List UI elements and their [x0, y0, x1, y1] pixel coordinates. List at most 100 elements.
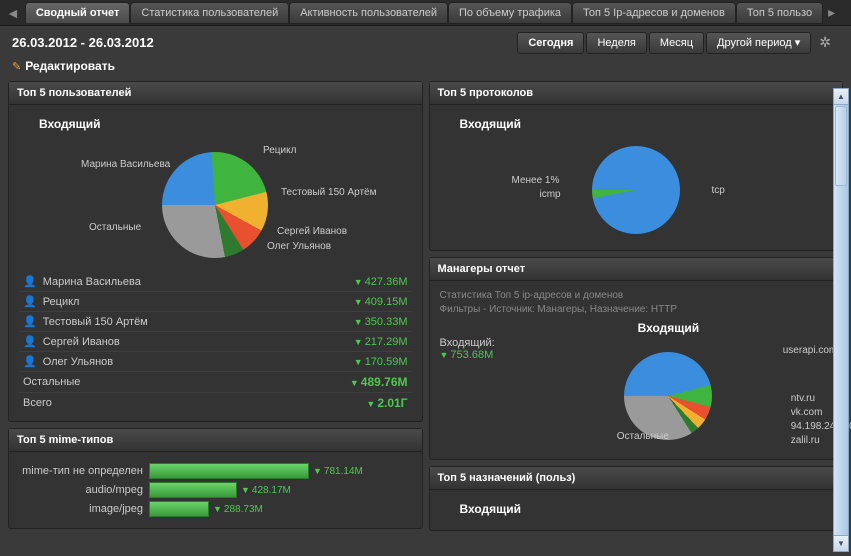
- tab-2[interactable]: Активность пользователей: [289, 2, 448, 24]
- pie-label: Олег Ульянов: [267, 241, 331, 252]
- user-value: ▼217.29М: [354, 336, 408, 348]
- user-icon: 👤: [23, 295, 37, 308]
- pie-label: Остальные: [89, 222, 141, 233]
- user-name: Тестовый 150 Артём: [43, 316, 148, 328]
- user-row[interactable]: 👤Олег Ульянов▼170.59М: [19, 352, 412, 372]
- panel-title: Манагеры отчет: [430, 258, 843, 281]
- user-name: Марина Васильева: [43, 276, 141, 288]
- pie-label: userapi.com: [783, 345, 837, 356]
- tab-3[interactable]: По объему трафика: [448, 2, 572, 24]
- period-button-3[interactable]: Другой период ▾: [706, 32, 811, 54]
- tab-1[interactable]: Статистика пользователей: [130, 2, 289, 24]
- pie-label: Тестовый 150 Артём: [281, 187, 377, 198]
- bar: [149, 463, 309, 479]
- tab-bar: ◄ Сводный отчетСтатистика пользователейА…: [0, 0, 851, 26]
- pie-label: Остальные: [617, 431, 669, 442]
- arrow-down-icon: ▼: [354, 317, 363, 327]
- bar: [149, 482, 237, 498]
- tabs-next[interactable]: ▸: [824, 4, 839, 21]
- tab-5[interactable]: Топ 5 пользо: [736, 2, 823, 24]
- tabs-prev[interactable]: ◄: [2, 5, 24, 21]
- user-value: ▼350.33М: [354, 316, 408, 328]
- left-column: Топ 5 пользователей Входящий Марина Васи…: [8, 81, 423, 551]
- pie-label: Сергей Иванов: [277, 226, 347, 237]
- tab-0[interactable]: Сводный отчет: [25, 2, 131, 23]
- user-icon: 👤: [23, 315, 37, 328]
- bar-value: ▼428.17М: [241, 485, 291, 496]
- user-icon: 👤: [23, 335, 37, 348]
- arrow-down-icon: ▼: [354, 357, 363, 367]
- user-row[interactable]: 👤 Тестовый 150 Артём ▼350.33М: [19, 312, 412, 332]
- content-area: Топ 5 пользователей Входящий Марина Васи…: [0, 81, 851, 551]
- proto-pie-wrap: tcp Менее 1% icmp: [440, 137, 833, 242]
- period-button-0[interactable]: Сегодня: [517, 32, 584, 54]
- mgr-incoming-label: Входящий:: [440, 337, 495, 349]
- user-value: ▼427.36М: [354, 276, 408, 288]
- user-icon: 👤: [23, 275, 37, 288]
- proto-pie: [592, 146, 680, 234]
- arrow-down-icon: ▼: [241, 485, 250, 495]
- summary-value: ▼489.76М: [350, 375, 408, 389]
- user-row[interactable]: 👤Сергей Иванов▼217.29М: [19, 332, 412, 352]
- panel-managers: Манагеры отчет Статистика Топ 5 ip-адрес…: [429, 257, 844, 460]
- bar-value: ▼781.14М: [313, 466, 363, 477]
- users-subhead: Входящий: [19, 113, 412, 137]
- arrow-down-icon: ▼: [354, 297, 363, 307]
- pie-label: tcp: [712, 185, 725, 196]
- tab-4[interactable]: Топ 5 Ip-адресов и доменов: [572, 2, 736, 24]
- right-column: Топ 5 протоколов Входящий tcp Менее 1% icm…: [429, 81, 844, 551]
- dest-subhead: Входящий: [440, 498, 833, 522]
- arrow-down-icon: ▼: [350, 378, 359, 388]
- bar-row: audio/mpeg ▼428.17М: [19, 482, 412, 498]
- summary-name: Остальные: [23, 376, 80, 388]
- users-pie-wrap: Марина ВасильеваРециклТестовый 150 Артём…: [19, 137, 412, 272]
- user-value: ▼409.15М: [354, 296, 408, 308]
- arrow-down-icon: ▼: [354, 277, 363, 287]
- mgr-pie-wrap: userapi.comntv.ruvk.com94.198.240.80zali…: [505, 341, 832, 451]
- user-row[interactable]: 👤 Марина Васильева ▼427.36М: [19, 272, 412, 292]
- scroll-up-icon[interactable]: ▲: [834, 89, 848, 105]
- summary-row: Всего▼2.01Г: [19, 393, 412, 413]
- pie-label: icmp: [540, 189, 561, 200]
- pie-label: vk.com: [791, 407, 823, 418]
- summary-value: ▼2.01Г: [366, 396, 407, 410]
- settings-icon[interactable]: ✲: [811, 34, 839, 51]
- user-row[interactable]: 👤 Рецикл ▼409.15М: [19, 292, 412, 312]
- users-pie: [162, 152, 268, 258]
- panel-title: Топ 5 mime-типов: [9, 429, 422, 452]
- user-name: Олег Ульянов: [43, 356, 113, 368]
- edit-row[interactable]: ✎ Редактировать: [0, 59, 851, 81]
- bar-row: mime-тип не определен ▼781.14М: [19, 463, 412, 479]
- bar-value: ▼288.73М: [213, 504, 263, 515]
- toolbar: 26.03.2012 - 26.03.2012 СегодняНеделяМес…: [0, 26, 851, 59]
- panel-title: Топ 5 протоколов: [430, 82, 843, 105]
- period-button-1[interactable]: Неделя: [586, 32, 646, 54]
- pie-label: Менее 1%: [512, 175, 560, 186]
- mgr-stats-1: Статистика Топ 5 ip-адресов и доменов: [440, 289, 833, 303]
- user-icon: 👤: [23, 355, 37, 368]
- mgr-stats-2: Фильтры - Источник: Манагеры, Назначение…: [440, 303, 833, 317]
- date-range: 26.03.2012 - 26.03.2012: [12, 35, 515, 50]
- mgr-incoming-val: 753.68М: [450, 349, 493, 361]
- arrow-down-icon: ▼: [440, 350, 449, 360]
- proto-subhead: Входящий: [440, 113, 833, 137]
- pie-label: Марина Васильева: [81, 159, 170, 170]
- bar-label: mime-тип не определен: [19, 465, 149, 477]
- bar-label: image/jpeg: [19, 503, 149, 515]
- scroll-thumb[interactable]: [835, 106, 847, 186]
- panel-title: Топ 5 пользователей: [9, 82, 422, 105]
- panel-top-users: Топ 5 пользователей Входящий Марина Васи…: [8, 81, 423, 422]
- arrow-down-icon: ▼: [354, 337, 363, 347]
- scroll-down-icon[interactable]: ▼: [834, 535, 848, 551]
- edit-label: Редактировать: [25, 59, 115, 73]
- user-name: Рецикл: [43, 296, 80, 308]
- bar-row: image/jpeg ▼288.73М: [19, 501, 412, 517]
- period-button-2[interactable]: Месяц: [649, 32, 704, 54]
- bar-label: audio/mpeg: [19, 484, 149, 496]
- arrow-down-icon: ▼: [366, 399, 375, 409]
- bar: [149, 501, 209, 517]
- panel-destinations: Топ 5 назначений (польз) Входящий: [429, 466, 844, 531]
- pie-label: zalil.ru: [791, 435, 820, 446]
- pie-label: ntv.ru: [791, 393, 815, 404]
- scrollbar[interactable]: ▲ ▼: [833, 88, 849, 552]
